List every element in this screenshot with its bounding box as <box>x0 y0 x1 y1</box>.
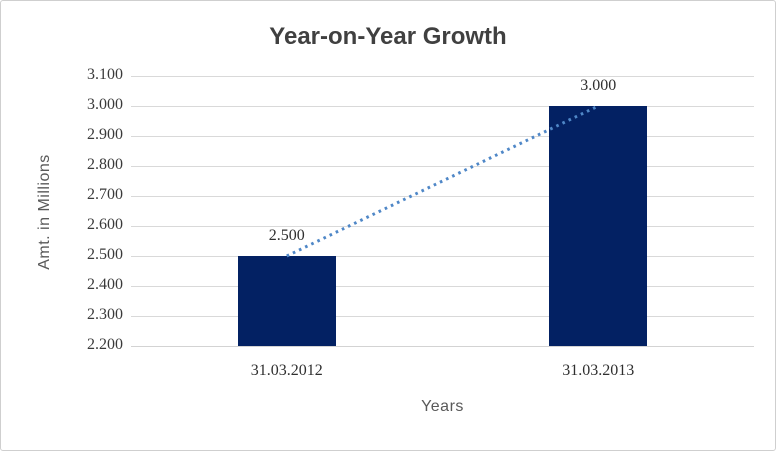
bar-31.03.2012 <box>237 256 336 346</box>
gridline <box>131 196 754 197</box>
x-tick-label: 31.03.2012 <box>250 362 323 379</box>
bar-31.03.2013 <box>549 106 648 346</box>
gridline <box>131 316 754 317</box>
y-tick-label: 2.200 <box>87 336 123 353</box>
y-tick-label: 2.700 <box>87 186 123 203</box>
gridline <box>131 76 754 77</box>
y-tick-label: 2.800 <box>87 156 123 173</box>
y-tick-label: 2.300 <box>87 306 123 323</box>
y-tick-label: 2.400 <box>87 276 123 293</box>
y-tick-label: 2.900 <box>87 126 123 143</box>
y-axis-title-text: Amt. in Millions <box>36 154 53 270</box>
gridline <box>131 166 754 167</box>
gridline <box>131 226 754 227</box>
gridline <box>131 256 754 257</box>
x-axis-title: Years <box>421 398 464 415</box>
y-tick-label: 3.000 <box>87 96 123 113</box>
data-label: 2.500 <box>268 227 305 244</box>
chart-title: Year-on-Year Growth <box>269 23 507 50</box>
y-tick-label: 2.500 <box>87 246 123 263</box>
gridline <box>131 106 754 107</box>
gridline <box>131 136 754 137</box>
gridline <box>131 286 754 287</box>
y-tick-label: 3.100 <box>87 66 123 83</box>
y-tick-label: 2.600 <box>87 216 123 233</box>
data-label: 3.000 <box>580 77 617 94</box>
x-axis-line <box>131 346 754 347</box>
x-tick-label: 31.03.2013 <box>562 362 635 379</box>
